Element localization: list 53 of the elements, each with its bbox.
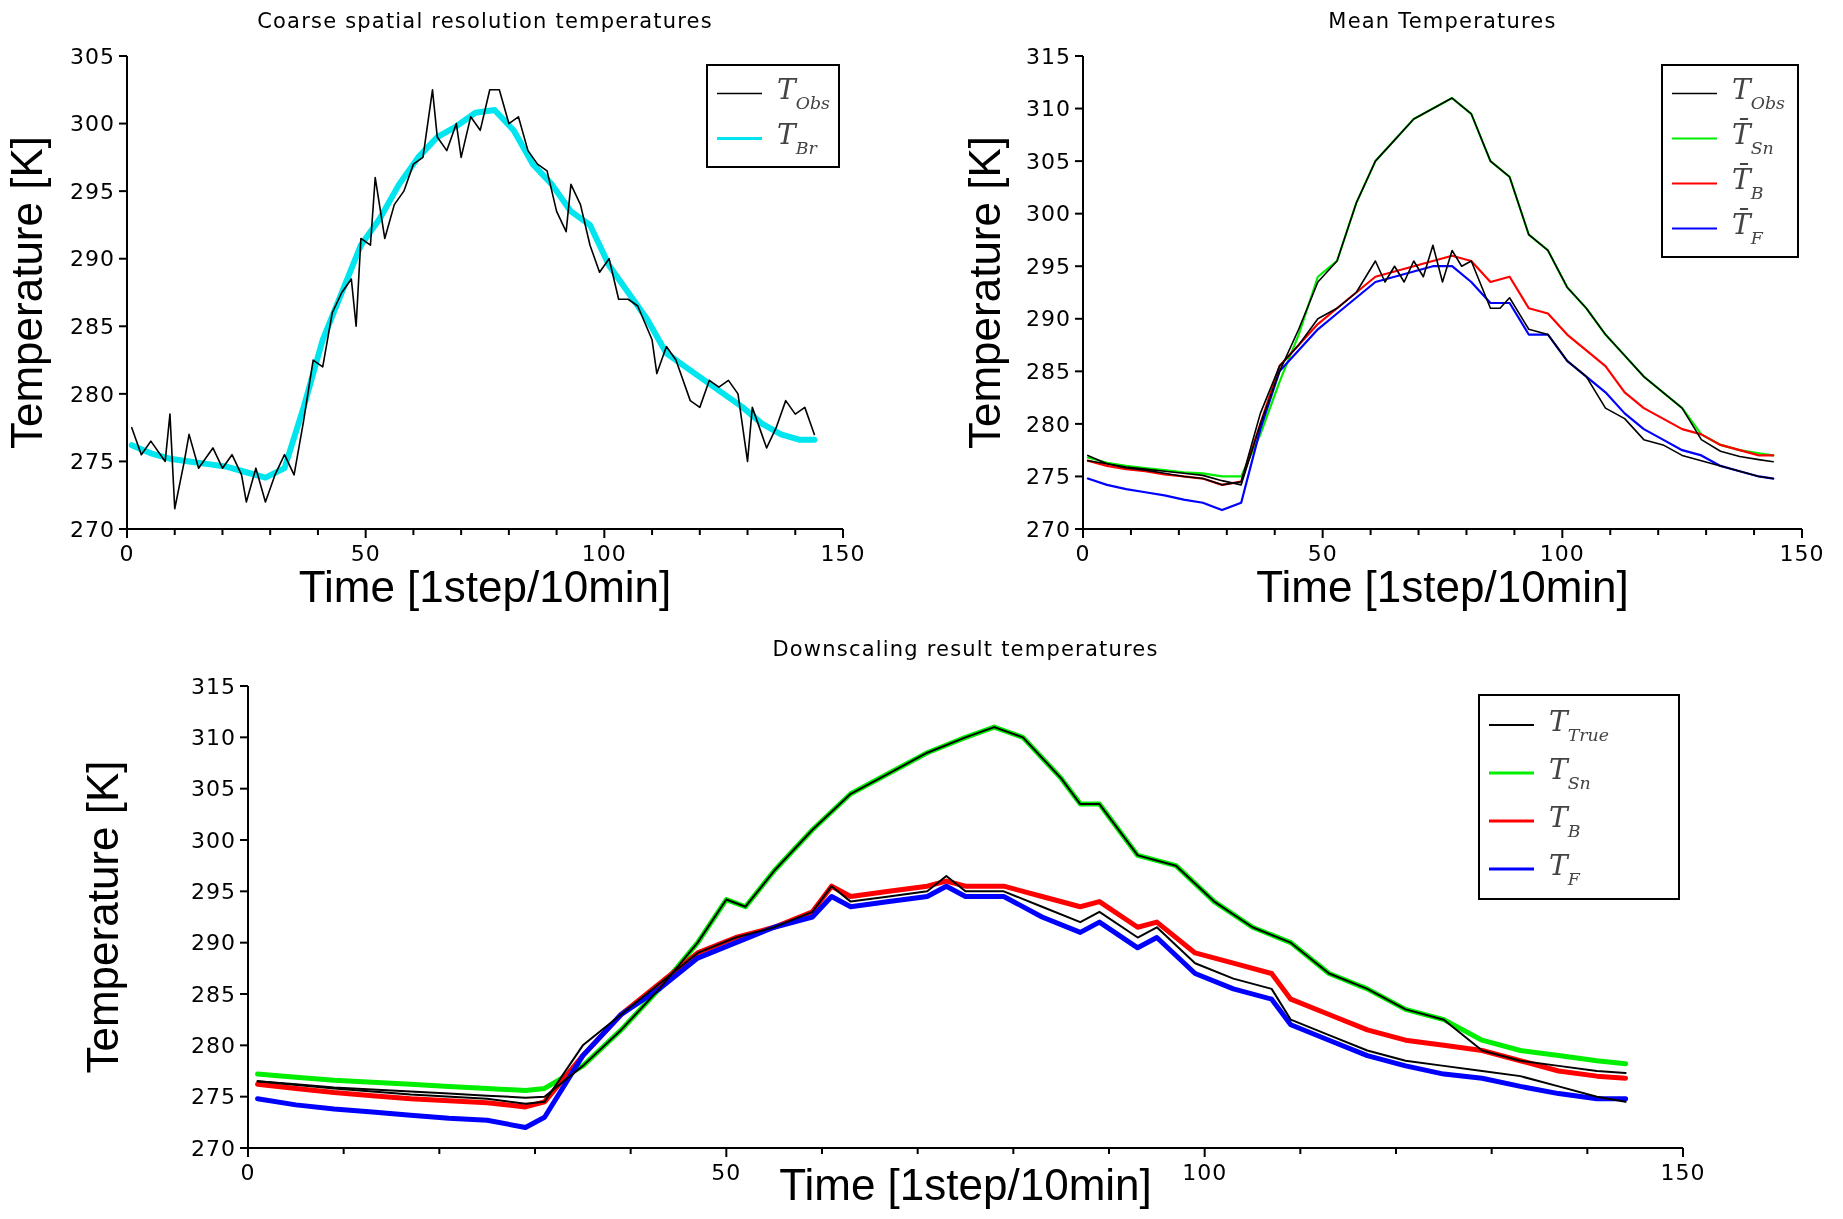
y-tick-label: 315 [191, 673, 236, 699]
y-tick-label: 275 [1026, 464, 1071, 490]
y-axis-title: Temperature [K] [960, 135, 1009, 450]
y-tick-label: 280 [70, 381, 115, 407]
x-tick-label: 150 [1779, 541, 1825, 566]
x-tick-label: 0 [1075, 541, 1091, 566]
legend-label: T̄$_{B}$ [1732, 162, 1764, 204]
y-axis-title: Temperature [K] [2, 135, 51, 450]
legend-label: T$_{Obs}$ [1732, 73, 1786, 114]
x-tick-label: 0 [240, 1160, 256, 1185]
legend-label: T$_{Sn}$ [1549, 752, 1591, 793]
y-tick-label: 295 [191, 879, 236, 905]
legend-label: T$_{True}$ [1549, 704, 1610, 745]
x-tick-label: 150 [1660, 1160, 1706, 1185]
legend-label: T$_{Br}$ [777, 118, 819, 159]
chart-title: Mean Temperatures [1328, 9, 1557, 33]
legend-label: T̄$_{F}$ [1732, 207, 1764, 249]
y-tick-label: 285 [1026, 359, 1071, 385]
legend-label: T$_{F}$ [1549, 848, 1581, 889]
y-tick-label: 305 [70, 43, 115, 69]
legend-label: T̄$_{Sn}$ [1732, 117, 1774, 159]
x-tick-label: 50 [711, 1160, 742, 1185]
y-tick-label: 290 [70, 246, 115, 272]
x-tick-label: 0 [119, 541, 135, 566]
y-tick-label: 285 [191, 981, 236, 1007]
y-tick-label: 295 [1026, 253, 1071, 279]
y-tick-label: 295 [70, 178, 115, 204]
y-tick-label: 290 [191, 930, 236, 956]
legend-label: T$_{Obs}$ [777, 73, 831, 114]
y-tick-label: 275 [70, 449, 115, 475]
y-tick-label: 285 [70, 313, 115, 339]
y-tick-label: 310 [191, 725, 236, 751]
y-tick-label: 300 [1026, 201, 1071, 227]
chart-title: Downscaling result temperatures [772, 637, 1159, 661]
y-tick-label: 270 [191, 1135, 236, 1161]
y-tick-label: 280 [1026, 411, 1071, 437]
y-axis-title: Temperature [K] [78, 760, 127, 1074]
x-tick-label: 150 [820, 541, 866, 566]
y-tick-label: 315 [1026, 43, 1071, 69]
y-tick-label: 280 [191, 1033, 236, 1059]
legend-label: T$_{B}$ [1549, 800, 1581, 841]
y-tick-label: 310 [1026, 96, 1071, 122]
y-tick-label: 270 [1026, 516, 1071, 542]
y-tick-label: 300 [191, 827, 236, 853]
y-tick-label: 275 [191, 1084, 236, 1110]
y-tick-label: 270 [70, 516, 115, 542]
y-tick-label: 305 [1026, 148, 1071, 174]
y-tick-label: 305 [191, 776, 236, 802]
y-tick-label: 290 [1026, 306, 1071, 332]
chart-title: Coarse spatial resolution temperatures [257, 9, 713, 33]
x-tick-label: 100 [1182, 1160, 1228, 1185]
y-tick-label: 300 [70, 111, 115, 137]
x-axis-title: Time [1step/10min] [779, 1160, 1152, 1209]
